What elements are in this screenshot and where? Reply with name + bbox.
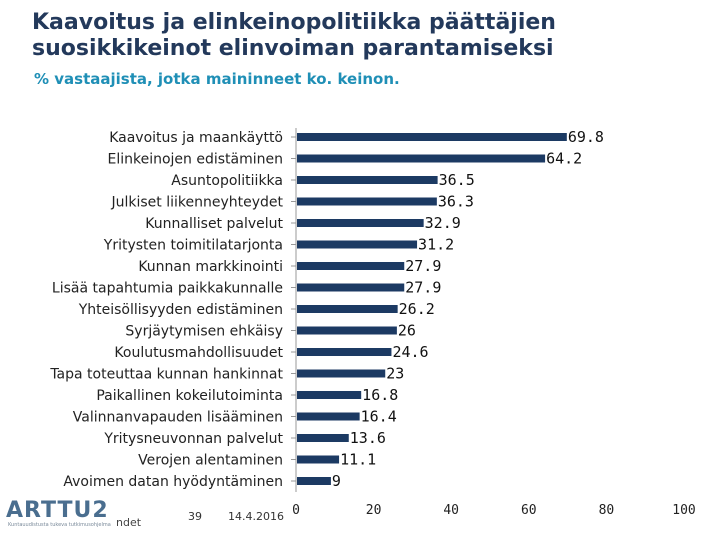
category-label: Avoimen datan hyödyntäminen bbox=[63, 474, 283, 490]
category-label: Yritysneuvonnan palvelut bbox=[103, 431, 283, 447]
bar bbox=[297, 455, 340, 464]
bar bbox=[297, 154, 546, 163]
arttu2-logo: ARTTU2 bbox=[6, 498, 109, 523]
bar bbox=[297, 477, 331, 485]
category-label: Elinkeinojen edistäminen bbox=[107, 152, 283, 168]
value-label: 31.2 bbox=[418, 236, 454, 254]
value-label: 36.3 bbox=[438, 193, 474, 211]
value-label: 27.9 bbox=[405, 279, 441, 297]
category-label: Kunnan markkinointi bbox=[138, 259, 283, 275]
bar bbox=[297, 133, 567, 141]
x-tick-label: 80 bbox=[599, 503, 615, 518]
category-label: Yritysten toimitilatarjonta bbox=[103, 238, 283, 254]
value-label: 64.2 bbox=[546, 150, 582, 168]
category-label: Paikallinen kokeilutoiminta bbox=[96, 388, 283, 404]
category-label: Kunnalliset palvelut bbox=[145, 216, 283, 232]
x-tick-label: 40 bbox=[443, 503, 459, 518]
bars-group bbox=[297, 133, 567, 485]
bar bbox=[297, 391, 362, 399]
category-label: Verojen alentaminen bbox=[138, 453, 283, 469]
logo-tagline: Kuntauudistusta tukeva tutkimusohjelma bbox=[8, 522, 111, 528]
bar bbox=[297, 219, 424, 227]
category-label: Yhteisöllisyyden edistäminen bbox=[78, 302, 283, 318]
value-label: 23 bbox=[386, 365, 404, 383]
x-tick-label: 0 bbox=[292, 503, 300, 518]
value-label: 13.6 bbox=[350, 429, 386, 447]
bar bbox=[297, 197, 437, 206]
value-label: 27.9 bbox=[405, 257, 441, 275]
value-label: 69.8 bbox=[568, 128, 604, 146]
bar bbox=[297, 326, 397, 335]
logo-tail-text: ndet bbox=[116, 516, 142, 529]
category-label: Koulutusmahdollisuudet bbox=[114, 345, 283, 361]
bar bbox=[297, 305, 398, 313]
bar bbox=[297, 434, 349, 442]
category-label: Lisää tapahtumia paikkakunnalle bbox=[52, 281, 283, 297]
bar bbox=[297, 412, 360, 421]
value-label: 32.9 bbox=[425, 214, 461, 232]
bar bbox=[297, 369, 386, 378]
category-label: Julkiset liikenneyhteydet bbox=[110, 195, 283, 211]
category-label: Kaavoitus ja maankäyttö bbox=[109, 130, 283, 146]
x-tick-label: 100 bbox=[672, 503, 695, 518]
footer-date: 14.4.2016 bbox=[228, 510, 284, 523]
bar bbox=[297, 176, 438, 184]
page-number: 39 bbox=[188, 510, 202, 523]
value-label: 26.2 bbox=[399, 300, 435, 318]
value-label: 16.8 bbox=[362, 386, 398, 404]
category-label: Tapa toteuttaa kunnan hankinnat bbox=[49, 367, 283, 383]
x-tick-label: 20 bbox=[366, 503, 382, 518]
value-label: 16.4 bbox=[361, 408, 397, 426]
bar bbox=[297, 348, 392, 356]
category-label: Syrjäytymisen ehkäisy bbox=[125, 324, 283, 340]
value-label: 26 bbox=[398, 322, 416, 340]
category-label: Valinnanvapauden lisääminen bbox=[73, 410, 283, 426]
category-label: Asuntopolitiikka bbox=[171, 173, 283, 189]
value-label: 9 bbox=[332, 472, 341, 490]
chart-subtitle: % vastaajista, jotka maininneet ko. kein… bbox=[34, 70, 400, 88]
value-label: 24.6 bbox=[392, 343, 428, 361]
x-tick-label: 60 bbox=[521, 503, 537, 518]
value-label: 36.5 bbox=[439, 171, 475, 189]
bar bbox=[297, 283, 405, 292]
bar bbox=[297, 240, 418, 249]
value-label: 11.1 bbox=[340, 451, 376, 469]
bar bbox=[297, 262, 405, 270]
chart-title: Kaavoitus ja elinkeinopolitiikka päättäj… bbox=[32, 10, 556, 61]
